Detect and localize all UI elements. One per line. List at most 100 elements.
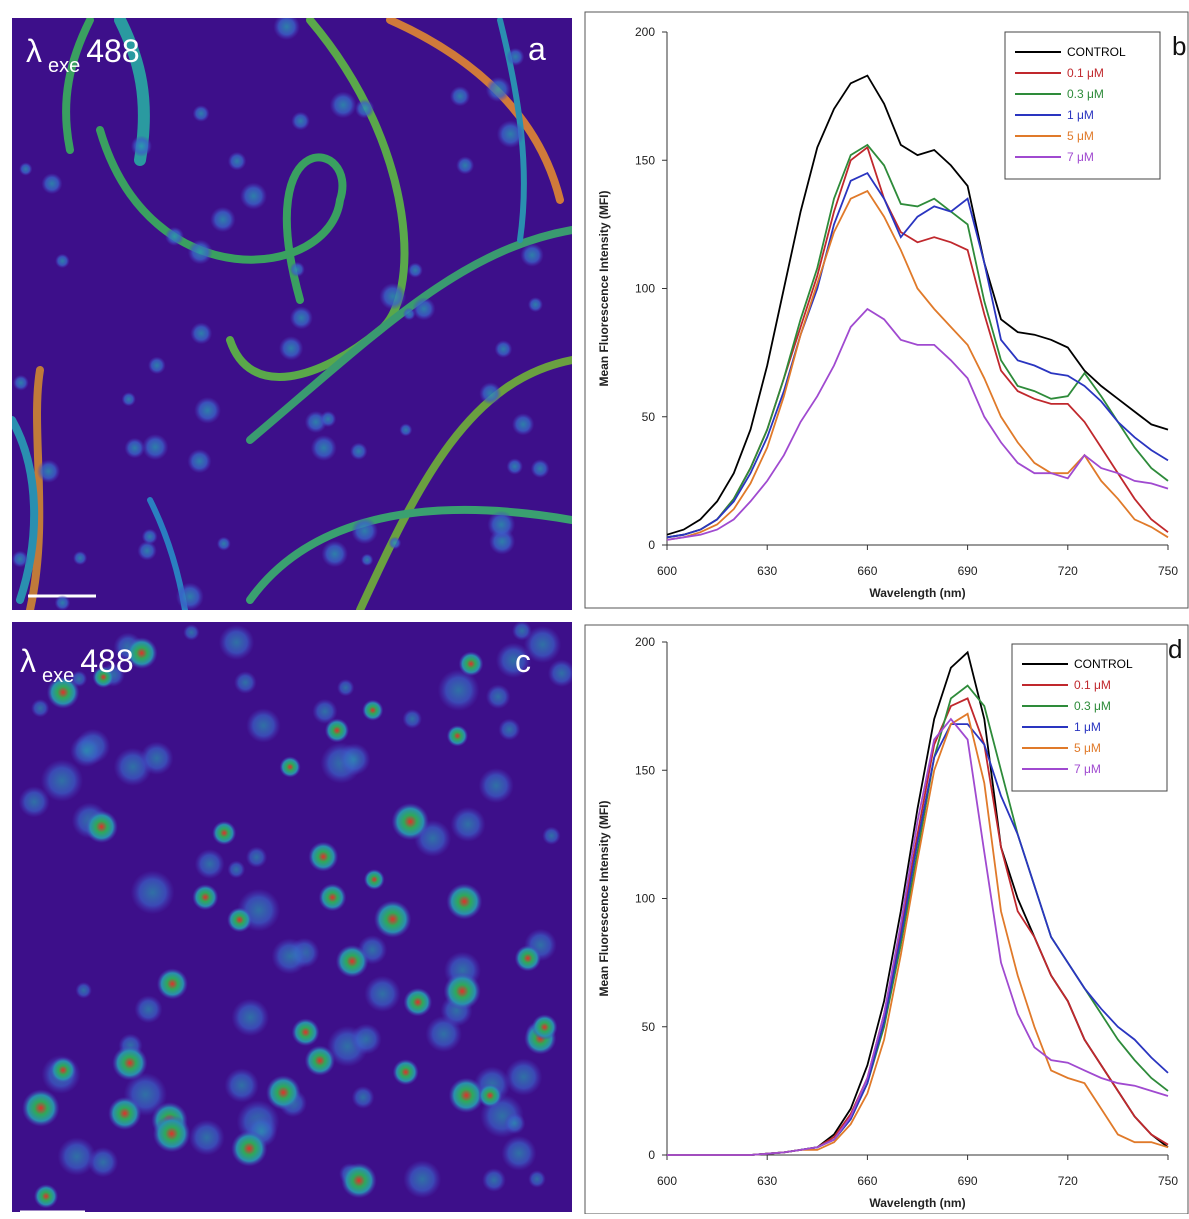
cell xyxy=(443,972,481,1010)
cell-blob xyxy=(194,396,221,424)
cell-blob xyxy=(456,156,475,175)
cell-blob xyxy=(187,449,212,474)
cell xyxy=(212,820,237,845)
cell-blob xyxy=(245,846,268,868)
cell-blob xyxy=(523,625,562,664)
cell-blob xyxy=(482,1168,506,1192)
cell xyxy=(156,968,188,1000)
cell-blob xyxy=(246,708,281,743)
excitation-value: 488 xyxy=(80,643,133,679)
x-tick-label: 690 xyxy=(958,1174,978,1188)
cell-blob xyxy=(13,374,29,391)
x-tick-label: 630 xyxy=(757,564,777,578)
excitation-subscript: exe xyxy=(48,55,80,77)
cell-blob xyxy=(142,433,169,461)
cell-blob xyxy=(121,392,136,407)
cell-blob xyxy=(478,767,514,804)
y-tick-label: 50 xyxy=(642,1020,656,1034)
cell-blob xyxy=(75,982,92,999)
y-tick-label: 100 xyxy=(635,892,655,906)
x-tick-label: 660 xyxy=(857,1174,877,1188)
y-tick-label: 200 xyxy=(635,635,655,649)
cell-blob xyxy=(527,297,543,313)
legend-label: 0.1 μM xyxy=(1067,66,1104,80)
legend-box xyxy=(1004,31,1161,180)
x-tick-label: 690 xyxy=(958,564,978,578)
chart-frame xyxy=(584,624,1189,1215)
cell-blob xyxy=(137,541,157,561)
cell xyxy=(318,883,347,912)
cell-blob xyxy=(175,582,204,610)
panel-label: d xyxy=(1168,634,1182,664)
x-tick-label: 720 xyxy=(1058,1174,1078,1188)
cell-blob xyxy=(312,698,338,724)
x-tick-label: 630 xyxy=(757,1174,777,1188)
cell-blob xyxy=(498,718,521,741)
cell-blob xyxy=(437,669,480,712)
cell-blob xyxy=(450,806,486,842)
series-line xyxy=(666,307,1169,541)
cell xyxy=(531,1014,558,1041)
cell xyxy=(108,1096,142,1130)
y-tick-label: 0 xyxy=(648,538,655,552)
series-line xyxy=(666,171,1169,539)
cell xyxy=(304,1045,336,1076)
cell xyxy=(324,718,350,743)
series-line xyxy=(666,74,1169,536)
cell xyxy=(125,637,158,669)
x-tick-label: 720 xyxy=(1058,564,1078,578)
legend-label: CONTROL xyxy=(1074,657,1133,671)
cell-blob xyxy=(55,253,70,269)
cell-blob xyxy=(528,1170,546,1188)
cell-blob xyxy=(338,743,371,776)
cell-blob xyxy=(192,105,210,122)
cell-blob xyxy=(511,413,535,436)
cell-blob xyxy=(520,243,544,267)
fiber xyxy=(12,416,39,604)
cell xyxy=(391,802,429,841)
y-tick-label: 100 xyxy=(635,282,655,296)
x-tick-label: 600 xyxy=(657,564,677,578)
cell xyxy=(291,1018,320,1047)
fiber xyxy=(26,366,44,610)
cell xyxy=(85,810,118,844)
cell xyxy=(446,883,483,920)
excitation-symbol: λ xyxy=(20,643,36,679)
excitation-symbol: λ xyxy=(26,33,42,69)
cell xyxy=(192,884,219,911)
x-tick-label: 750 xyxy=(1158,564,1178,578)
cell-blob xyxy=(291,111,310,131)
series-line xyxy=(667,717,1169,1156)
cell-blob xyxy=(412,297,436,321)
cell-blob xyxy=(501,1135,537,1171)
panel-label: c xyxy=(515,643,531,679)
cell xyxy=(231,1130,268,1167)
cell-blob xyxy=(224,1068,259,1103)
y-axis-label: Mean Fluorescence Intensity (MFI) xyxy=(597,800,611,996)
cell-blob xyxy=(31,699,50,718)
y-tick-label: 0 xyxy=(648,1148,655,1162)
series-line xyxy=(667,723,1169,1156)
cell-blob xyxy=(319,410,337,428)
cell-blob xyxy=(289,306,313,330)
cell xyxy=(227,907,253,933)
cell-blob xyxy=(350,442,368,460)
cell xyxy=(308,841,339,872)
cell-blob xyxy=(504,1112,526,1135)
cell-blob xyxy=(289,261,305,277)
series-line xyxy=(666,143,1169,539)
x-axis-label: Wavelength (nm) xyxy=(869,586,965,600)
cell-blob xyxy=(18,786,50,818)
panel-label: a xyxy=(528,31,546,67)
fiber xyxy=(62,18,94,154)
cell-blob xyxy=(310,434,337,462)
cell-blob xyxy=(216,536,231,551)
cell xyxy=(514,945,542,972)
cell-blob xyxy=(188,1119,225,1156)
cell-blob xyxy=(530,459,550,478)
cell xyxy=(335,944,369,978)
y-tick-label: 50 xyxy=(642,410,656,424)
cell-blob xyxy=(36,459,61,483)
cell xyxy=(33,1184,59,1209)
cell-blob xyxy=(354,99,375,119)
